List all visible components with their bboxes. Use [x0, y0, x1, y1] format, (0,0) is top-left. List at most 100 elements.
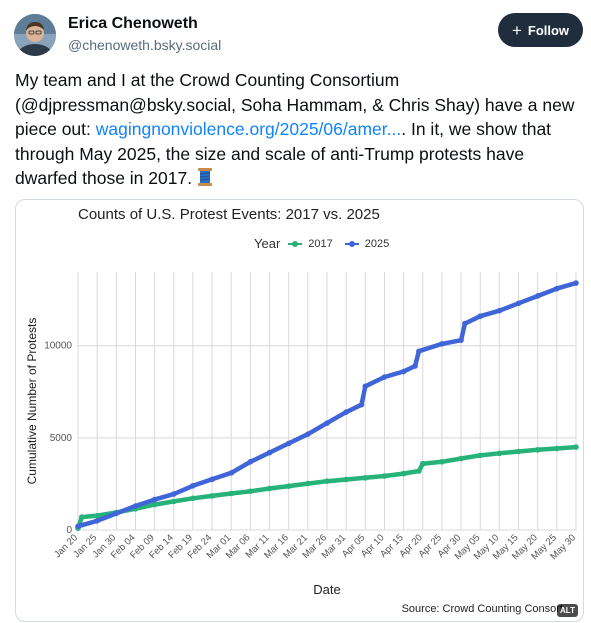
x-tick-label: Mar 16 — [262, 532, 291, 561]
author-handle[interactable]: @chenoweth.bsky.social — [68, 37, 222, 53]
chart-legend: Year 2017 2025 — [254, 236, 389, 251]
data-point-2017 — [170, 498, 177, 505]
x-axis-label: Date — [313, 582, 340, 597]
data-point-2017 — [419, 460, 426, 467]
x-tick-label: Mar 26 — [300, 532, 329, 561]
data-point-2017 — [416, 468, 422, 474]
data-point-2017 — [132, 506, 139, 512]
data-point-2025 — [462, 320, 468, 327]
x-tick-label: Feb 09 — [128, 532, 157, 561]
data-point-2025 — [534, 293, 541, 299]
data-point-2025 — [412, 363, 418, 369]
x-tick-label: Jan 25 — [71, 532, 99, 560]
data-point-2025 — [515, 300, 522, 307]
data-point-2017 — [400, 470, 407, 477]
data-point-2017 — [458, 455, 464, 462]
legend-swatch-2017 — [288, 239, 303, 249]
data-point-2017 — [285, 483, 292, 489]
data-point-2025 — [343, 409, 349, 415]
chart-source: Source: Crowd Counting Consort — [401, 603, 563, 615]
data-point-2017 — [305, 480, 311, 487]
data-point-2017 — [151, 501, 158, 508]
x-tick-label: Apr 05 — [340, 532, 368, 560]
data-point-2025 — [496, 307, 503, 314]
series-line-2025 — [75, 280, 579, 529]
x-tick-label: Apr 30 — [436, 532, 464, 560]
data-point-2025 — [132, 503, 139, 509]
data-point-2025 — [305, 431, 311, 437]
data-point-2025 — [285, 440, 292, 447]
x-tick-label: May 25 — [529, 532, 559, 562]
data-point-2017 — [79, 514, 85, 520]
data-point-2017 — [324, 478, 330, 484]
legend-swatch-2025 — [344, 239, 359, 249]
x-tick-label: Apr 20 — [397, 532, 425, 560]
data-point-2025 — [151, 496, 158, 503]
chart-title: Counts of U.S. Protest Events: 2017 vs. … — [78, 206, 380, 223]
data-point-2025 — [362, 383, 369, 390]
data-point-2017 — [190, 495, 196, 502]
x-tick-label: Feb 04 — [109, 532, 138, 561]
data-point-2025 — [228, 470, 235, 476]
data-point-2017 — [496, 450, 503, 457]
data-point-2025 — [324, 420, 330, 426]
data-point-2017 — [209, 493, 215, 499]
x-tick-label: Mar 01 — [205, 532, 234, 561]
article-link[interactable]: wagingnonviolence.org/2025/06/amer... — [95, 119, 402, 139]
x-tick-label: May 05 — [453, 532, 483, 562]
data-point-2017 — [381, 473, 388, 479]
data-point-2017 — [228, 490, 235, 497]
x-tick-label: Feb 24 — [186, 532, 215, 561]
data-point-2025 — [477, 313, 484, 320]
data-point-2017 — [247, 488, 254, 495]
data-point-2017 — [94, 512, 100, 519]
follow-button[interactable]: + Follow — [498, 13, 583, 47]
data-point-2017 — [515, 448, 522, 455]
x-tick-label: May 20 — [510, 532, 540, 562]
data-point-2025 — [554, 285, 560, 292]
y-tick-label: 0 — [66, 525, 72, 536]
chart-image[interactable]: Counts of U.S. Protest Events: 2017 vs. … — [15, 199, 584, 622]
alt-badge[interactable]: ALT — [557, 604, 578, 617]
data-point-2017 — [439, 459, 445, 465]
data-point-2017 — [266, 485, 273, 492]
plus-icon: + — [511, 20, 522, 40]
data-point-2017 — [75, 525, 81, 531]
data-point-2025 — [381, 374, 388, 380]
data-point-2025 — [573, 280, 579, 286]
x-tick-label: Mar 21 — [281, 532, 310, 561]
author-avatar[interactable] — [14, 14, 56, 56]
data-point-2017 — [362, 475, 369, 481]
data-point-2025 — [439, 341, 445, 347]
y-axis-label: Cumulative Number of Protests — [25, 318, 39, 485]
x-tick-label: May 10 — [472, 532, 502, 562]
data-point-2025 — [247, 459, 254, 465]
y-tick-label: 10000 — [44, 341, 72, 352]
x-tick-label: Feb 19 — [166, 532, 195, 561]
y-tick-label: 5000 — [50, 433, 73, 444]
legend-title: Year — [254, 236, 281, 251]
data-point-2025 — [400, 368, 407, 375]
legend-label-2017: 2017 — [308, 237, 333, 250]
x-tick-label: Apr 25 — [416, 532, 444, 560]
x-tick-label: Feb 14 — [147, 532, 176, 561]
data-point-2025 — [190, 482, 196, 489]
x-tick-label: Jan 20 — [52, 532, 80, 560]
x-tick-label: May 30 — [548, 532, 578, 562]
data-point-2017 — [573, 444, 579, 450]
data-point-2017 — [343, 476, 349, 483]
author-name[interactable]: Erica Chenoweth — [68, 15, 198, 32]
x-tick-label: Jan 30 — [90, 532, 118, 560]
data-point-2025 — [266, 449, 273, 456]
data-point-2025 — [170, 491, 177, 497]
data-point-2025 — [209, 476, 215, 483]
post-text-before: My team and I at the Crowd Counting Cons… — [15, 70, 575, 139]
x-tick-label: May 15 — [491, 532, 521, 562]
data-point-2017 — [534, 447, 541, 453]
data-point-2025 — [75, 523, 81, 530]
x-tick-label: Apr 10 — [359, 532, 387, 560]
follow-label: Follow — [527, 22, 570, 38]
x-tick-label: Mar 31 — [320, 532, 349, 561]
data-point-2025 — [358, 401, 365, 408]
